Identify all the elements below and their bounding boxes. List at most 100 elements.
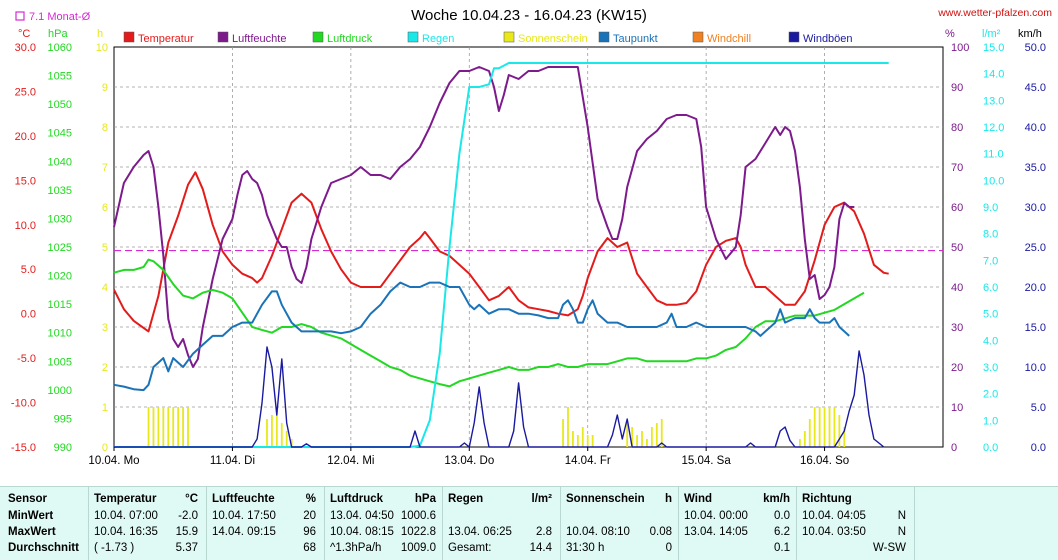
sunshine-bar: [562, 419, 564, 447]
avg-temp-extra: ( -1.73 ): [94, 542, 135, 554]
sunshine-bar: [818, 407, 821, 447]
sunshine-bar: [798, 439, 801, 447]
legend-label: Windböen: [803, 33, 853, 45]
min-hum-time: 10.04. 17:50: [212, 510, 276, 522]
x-tick-label: 16.04. So: [800, 455, 849, 467]
temp-axis-label: 0.0: [21, 309, 36, 321]
sunshine-bar: [843, 427, 846, 447]
wind-axis-label: 45.0: [1025, 82, 1046, 94]
legend-label: Sonnenschein: [518, 33, 588, 45]
table-divider: [442, 487, 443, 560]
x-tick-label: 14.04. Fr: [565, 455, 611, 467]
x-tick-label: 10.04. Mo: [88, 455, 139, 467]
table-header-temperature-unit: °C: [185, 493, 198, 505]
max-temp-time: 10.04. 16:35: [94, 526, 158, 538]
sunshine-bar: [285, 431, 288, 447]
rain-total-label: Gesamt:: [448, 542, 492, 554]
x-tick-label: 13.04. Do: [444, 455, 494, 467]
pressure-axis-label: 1055: [48, 71, 72, 83]
temp-axis-label: 5.0: [21, 264, 36, 276]
humidity-axis-label: 70: [951, 162, 963, 174]
table-header-direction: Richtung: [802, 493, 852, 505]
pressure-unit-label: hPa: [48, 28, 68, 40]
legend-label: Temperatur: [138, 33, 194, 45]
rain-axis-label: 6.0: [983, 282, 998, 294]
sunshine-bar: [828, 407, 831, 447]
min-dir-value: N: [897, 510, 906, 522]
max-dir-time: 10.04. 03:50: [802, 526, 866, 538]
series-line-luftfeuchte: [113, 66, 855, 368]
max-rain-value: 2.8: [536, 526, 552, 538]
rain-total-value: 14.4: [529, 542, 552, 554]
pressure-axis-label: 1045: [48, 128, 72, 140]
min-dir-time: 10.04. 04:05: [802, 510, 866, 522]
min-press-value: 1000.6: [400, 510, 436, 522]
rain-axis-label: 11.0: [983, 149, 1004, 161]
rain-axis-label: 14.0: [983, 69, 1004, 81]
sun-axis-label: 0: [102, 442, 108, 454]
table-header-sunshine-unit: h: [664, 493, 672, 505]
max-wind-value: 6.2: [774, 526, 790, 538]
row-label-min: MinWert: [8, 510, 54, 522]
sunshine-bar: [567, 407, 569, 447]
table-divider: [560, 487, 561, 560]
sunshine-bar: [823, 407, 826, 447]
sunshine-bar: [290, 439, 293, 447]
sunshine-bar: [626, 423, 629, 447]
sun-total-hours: 31:30 h: [566, 542, 605, 554]
row-label-avg: Durchschnitt: [8, 542, 79, 554]
max-temp-value: 15.9: [175, 526, 198, 538]
rain-axis-label: 13.0: [983, 95, 1004, 107]
sunshine-bar: [833, 407, 836, 447]
sun-axis-label: 5: [102, 242, 108, 254]
sunshine-bar: [157, 407, 160, 447]
temp-axis-label: -15.0: [11, 442, 36, 454]
table-divider: [206, 487, 207, 560]
avg-press-trend: ^1.3hPa/h: [330, 542, 382, 554]
x-tick-label: 11.04. Di: [210, 455, 255, 467]
table-header-wind-unit: km/h: [763, 493, 790, 505]
rain-axis-label: 10.0: [983, 175, 1004, 187]
pressure-axis-label: 1000: [48, 385, 72, 397]
table-header-pressure-unit: hPa: [414, 493, 436, 505]
avg-wind-value: 0.1: [774, 542, 790, 554]
rain-axis-label: 7.0: [983, 255, 998, 267]
sunshine-bar: [646, 439, 648, 447]
table-divider: [914, 487, 915, 560]
avg-press-value: 1009.0: [400, 542, 436, 554]
sunshine-bar: [172, 407, 175, 447]
series-line-windböen: [114, 346, 885, 448]
max-sun-time: 10.04. 08:10: [566, 526, 630, 538]
wind-axis-label: 20.0: [1025, 282, 1046, 294]
min-wind-time: 10.04. 00:00: [684, 510, 748, 522]
legend-label: Luftfeuchte: [232, 33, 286, 45]
sun-axis-label: 6: [102, 202, 108, 214]
table-header-humidity: Luftfeuchte: [212, 493, 275, 505]
humidity-axis-label: 0: [951, 442, 957, 454]
pressure-axis-label: 1020: [48, 271, 72, 283]
max-wind-time: 13.04. 14:05: [684, 526, 748, 538]
sunshine-bar: [636, 435, 638, 447]
sunshine-bar: [641, 431, 643, 447]
rain-axis-label: 9.0: [983, 202, 998, 214]
max-hum-value: 96: [303, 526, 316, 538]
legend-swatch: [788, 31, 800, 43]
series-line-regen: [114, 62, 889, 448]
pressure-axis-label: 1030: [48, 213, 72, 225]
humidity-axis-label: 20: [951, 362, 963, 374]
legend-swatch: [123, 31, 135, 43]
wind-axis-label: 50.0: [1025, 42, 1046, 54]
legend-swatch: [503, 31, 515, 43]
sunshine-bar: [660, 419, 663, 447]
rain-axis-label: 15.0: [983, 42, 1004, 54]
min-press-time: 13.04. 04:50: [330, 510, 394, 522]
humidity-unit-label: %: [945, 28, 955, 40]
wind-axis-label: 30.0: [1025, 202, 1046, 214]
sunshine-bar: [182, 407, 184, 447]
table-divider: [88, 487, 89, 560]
monthly-avg-legend-label: 7.1 Monat-Ø: [29, 11, 91, 23]
table-header-pressure: Luftdruck: [330, 493, 384, 505]
min-temp-time: 10.04. 07:00: [94, 510, 158, 522]
pressure-axis-label: 990: [54, 442, 72, 454]
legend-swatch: [312, 31, 324, 43]
